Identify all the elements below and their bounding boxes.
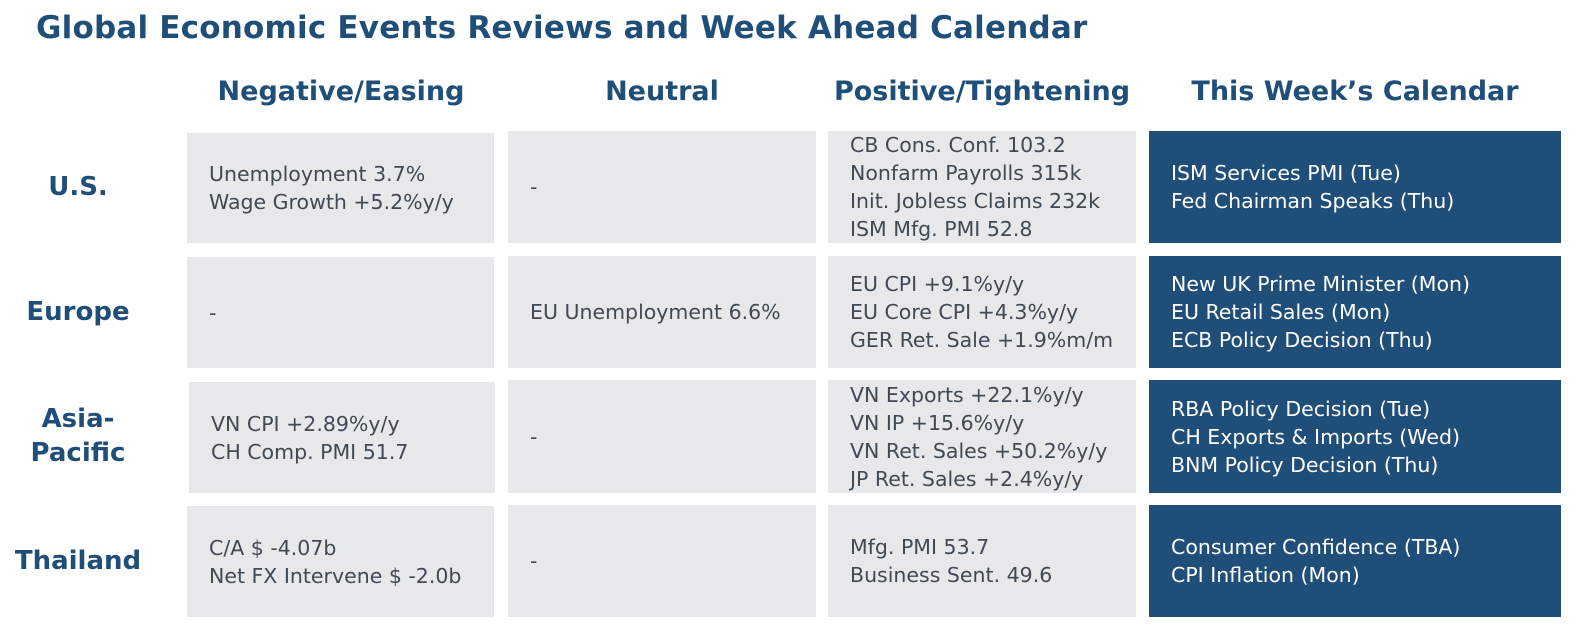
cell-line: EU Unemployment 6.6% [530,300,781,324]
cell-europe-positive: EU CPI +9.1%y/y EU Core CPI +4.3%y/y GER… [828,256,1136,368]
cell-line: EU Core CPI +4.3%y/y [850,300,1079,324]
cell-thailand-negative: C/A $ -4.07b Net FX Intervene $ -2.0b [187,506,494,617]
cell-asia-pacific-positive: VN Exports +22.1%y/y VN IP +15.6%y/y VN … [828,380,1136,493]
cell-line: GER Ret. Sale +1.9%m/m [850,328,1114,352]
column-header-positive: Positive/Tightening [833,76,1131,107]
cell-line: Fed Chairman Speaks (Thu) [1171,189,1455,213]
cell-asia-pacific-negative: VN CPI +2.89%y/y CH Comp. PMI 51.7 [189,382,495,493]
cell-line: EU CPI +9.1%y/y [850,272,1025,296]
cell-line: C/A $ -4.07b [209,535,337,560]
cell-thailand-neutral: - [508,505,816,617]
cell-line: CPI Inflation (Mon) [1171,563,1360,587]
row-label-line: Pacific [30,438,126,468]
cell-line: VN Ret. Sales +50.2%y/y [850,438,1108,463]
row-label-us: U.S. [48,172,108,202]
row-label-europe: Europe [26,297,130,327]
cell-line: Net FX Intervene $ -2.0b [209,563,462,588]
row-label-line: Asia- [41,404,115,434]
cell-us-positive: CB Cons. Conf. 103.2 Nonfarm Payrolls 31… [828,131,1136,243]
cell-line: ECB Policy Decision (Thu) [1171,328,1433,352]
column-header-neutral: Neutral [605,76,719,107]
cell-line: - [530,175,538,199]
cell-thailand-calendar: Consumer Confidence (TBA) CPI Inflation … [1149,505,1561,617]
cell-line: ISM Services PMI (Tue) [1171,161,1401,185]
cell-asia-pacific-neutral: - [508,380,816,493]
cell-europe-neutral: EU Unemployment 6.6% [508,256,816,368]
cell-thailand-positive: Mfg. PMI 53.7 Business Sent. 49.6 [828,505,1136,617]
cell-line: BNM Policy Decision (Thu) [1171,452,1439,477]
cell-line: Unemployment 3.7% [209,162,426,186]
cell-asia-pacific-calendar: RBA Policy Decision (Tue) CH Exports & I… [1149,380,1561,493]
cell-line: - [530,424,538,449]
cell-europe-negative: - [187,257,494,368]
cell-line: New UK Prime Minister (Mon) [1171,272,1470,296]
cell-line: ISM Mfg. PMI 52.8 [850,217,1033,241]
cell-line: CH Comp. PMI 51.7 [211,439,409,464]
cell-us-negative: Unemployment 3.7% Wage Growth +5.2%y/y [187,133,494,243]
cell-line: - [530,549,538,573]
column-header-calendar: This Week’s Calendar [1191,76,1519,107]
cell-line: JP Ret. Sales +2.4%y/y [850,466,1084,491]
cell-line: Wage Growth +5.2%y/y [209,190,454,214]
cell-us-neutral: - [508,131,816,243]
cell-line: Nonfarm Payrolls 315k [850,161,1082,185]
cell-line: Consumer Confidence (TBA) [1171,535,1461,559]
cell-line: CB Cons. Conf. 103.2 [850,133,1066,157]
cell-line: CH Exports & Imports (Wed) [1171,424,1460,449]
cell-line: VN IP +15.6%y/y [850,410,1025,435]
cell-europe-calendar: New UK Prime Minister (Mon) EU Retail Sa… [1149,256,1561,368]
cell-line: VN Exports +22.1%y/y [850,382,1084,407]
cell-line: - [209,300,217,325]
page-title: Global Economic Events Reviews and Week … [36,10,1088,46]
cell-line: VN CPI +2.89%y/y [211,411,400,436]
row-label-asia-pacific: Asia- Pacific [0,380,156,492]
column-header-negative: Negative/Easing [217,76,465,107]
cell-line: Mfg. PMI 53.7 [850,535,990,559]
row-label-thailand: Thailand [14,546,142,576]
cell-line: Init. Jobless Claims 232k [850,189,1101,213]
cell-line: EU Retail Sales (Mon) [1171,300,1391,324]
cell-line: RBA Policy Decision (Tue) [1171,396,1431,421]
cell-us-calendar: ISM Services PMI (Tue) Fed Chairman Spea… [1149,131,1561,243]
cell-line: Business Sent. 49.6 [850,563,1053,587]
